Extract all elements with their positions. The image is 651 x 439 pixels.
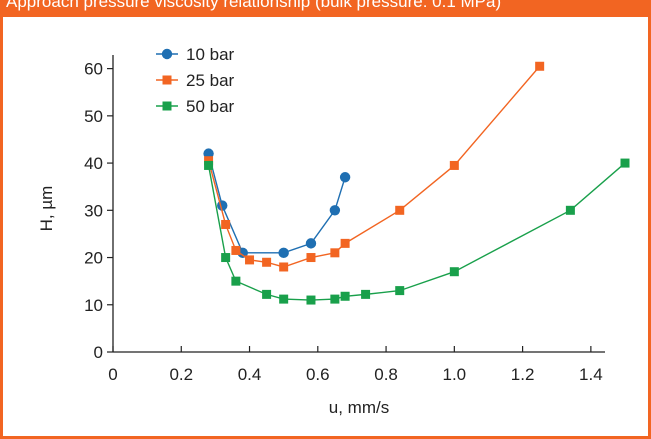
data-point bbox=[279, 262, 289, 272]
data-point bbox=[395, 205, 405, 215]
x-tick-label: 0.8 bbox=[374, 365, 398, 384]
data-point bbox=[279, 294, 289, 304]
data-point bbox=[204, 160, 214, 170]
data-point bbox=[330, 248, 340, 258]
x-axis-ticks: 0 0.2 0.4 0.6 0.8 1.0 1.2 1.4 bbox=[108, 346, 603, 384]
legend-marker bbox=[162, 75, 172, 85]
series-line bbox=[207, 162, 626, 301]
data-point bbox=[339, 172, 351, 183]
data-point bbox=[231, 276, 241, 286]
x-tick-label: 1.2 bbox=[511, 365, 535, 384]
data-point bbox=[306, 253, 316, 263]
legend-item: 25 bar bbox=[156, 71, 235, 90]
data-point bbox=[395, 286, 405, 296]
legend-item: 50 bar bbox=[156, 97, 235, 116]
data-point bbox=[330, 294, 340, 304]
data-point bbox=[231, 245, 241, 255]
y-tick-label: 60 bbox=[84, 60, 103, 79]
x-tick-label: 0.2 bbox=[169, 365, 193, 384]
x-tick-label: 1.4 bbox=[579, 365, 603, 384]
chart-legend: 10 bar 25 bar 50 bar bbox=[156, 45, 235, 116]
legend-label: 10 bar bbox=[186, 45, 235, 64]
figure-title-bar: Approach pressure viscosity relationship… bbox=[0, 0, 651, 17]
data-point bbox=[361, 289, 371, 299]
data-point bbox=[306, 295, 316, 305]
chart-series bbox=[203, 61, 630, 305]
data-point bbox=[535, 61, 545, 71]
y-tick-label: 10 bbox=[84, 296, 103, 315]
data-point bbox=[340, 238, 350, 248]
legend-marker bbox=[162, 101, 172, 111]
data-point bbox=[449, 160, 459, 170]
data-point bbox=[245, 255, 255, 265]
y-tick-label: 30 bbox=[84, 201, 103, 220]
data-point bbox=[262, 257, 272, 267]
x-tick-label: 0.4 bbox=[238, 365, 262, 384]
x-tick-label: 0 bbox=[108, 365, 117, 384]
y-tick-label: 50 bbox=[84, 107, 103, 126]
data-point bbox=[278, 247, 289, 259]
data-point bbox=[449, 267, 459, 277]
figure-title: Approach pressure viscosity relationship… bbox=[6, 0, 502, 11]
series-2 bbox=[204, 158, 630, 305]
data-point bbox=[221, 219, 231, 229]
y-tick-label: 0 bbox=[94, 343, 103, 362]
data-point bbox=[329, 205, 341, 216]
y-axis-ticks: 0 10 20 30 40 50 60 bbox=[84, 60, 113, 362]
x-tick-label: 1.0 bbox=[443, 365, 467, 384]
data-point bbox=[620, 158, 630, 168]
data-point bbox=[262, 289, 272, 299]
data-point bbox=[221, 253, 231, 263]
data-point bbox=[565, 205, 575, 215]
x-tick-label: 0.6 bbox=[306, 365, 330, 384]
x-axis-label: u, mm/s bbox=[329, 398, 389, 417]
y-tick-label: 40 bbox=[84, 154, 103, 173]
legend-marker bbox=[161, 48, 173, 60]
series-1 bbox=[204, 61, 545, 272]
series-line bbox=[207, 153, 346, 254]
y-axis-label: H, µm bbox=[37, 186, 56, 232]
series-line bbox=[207, 65, 541, 268]
figure-border bbox=[0, 17, 651, 439]
y-tick-label: 20 bbox=[84, 249, 103, 268]
legend-label: 50 bar bbox=[186, 97, 235, 116]
data-point bbox=[204, 156, 214, 166]
legend-item: 10 bar bbox=[156, 45, 235, 64]
data-point bbox=[340, 291, 350, 301]
data-point bbox=[305, 238, 317, 249]
series-0 bbox=[203, 148, 351, 259]
legend-label: 25 bar bbox=[186, 71, 235, 90]
